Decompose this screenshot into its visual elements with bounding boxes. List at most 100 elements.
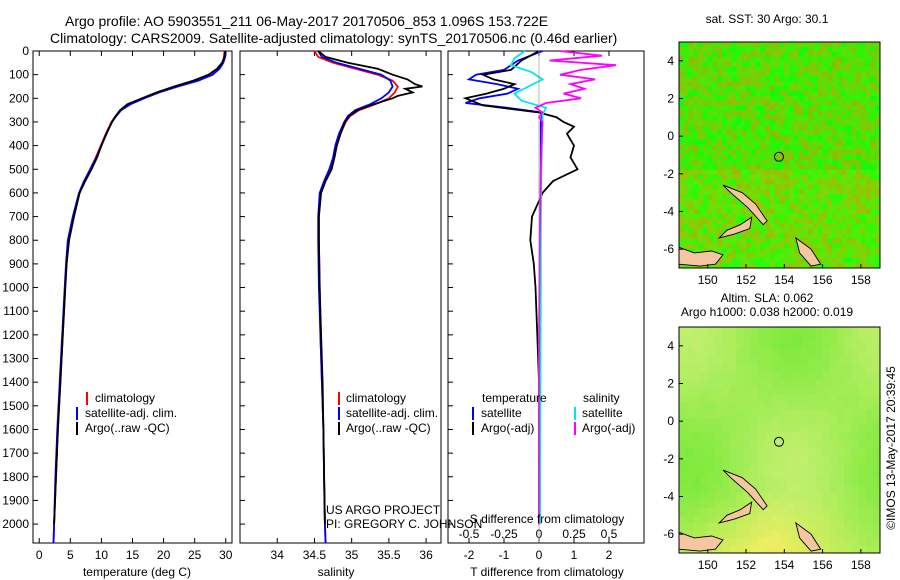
heatmap-cell (817, 258, 823, 264)
heatmap-cell (726, 199, 733, 205)
heatmap-cell (836, 61, 843, 67)
heatmap-cell (793, 46, 800, 53)
heatmap-cell (726, 51, 733, 58)
heatmap-cell (679, 334, 687, 343)
heatmap-cell (822, 140, 828, 146)
heatmap-cell (813, 145, 819, 151)
heatmap-cell (865, 233, 871, 239)
heatmap-cell (702, 135, 709, 141)
heatmap-cell (736, 51, 742, 58)
heatmap-cell (693, 515, 701, 524)
heatmap-cell (789, 130, 795, 136)
heatmap-cell (801, 417, 809, 426)
heatmap-cell (786, 440, 795, 448)
heatmap-cell (717, 263, 723, 269)
heatmap-cell (700, 357, 709, 366)
heatmap-cell (870, 91, 876, 97)
heatmap-cell (683, 233, 689, 239)
heatmap-cell (702, 159, 709, 166)
heatmap-cell (722, 334, 730, 343)
heatmap-cell (736, 349, 745, 358)
heatmap-cell (858, 492, 867, 501)
heatmap-cell (827, 213, 833, 220)
heatmap-cell (870, 169, 876, 176)
heatmap-cell (765, 485, 773, 494)
heatmap-cell (693, 233, 699, 239)
heatmap-cell (789, 199, 795, 205)
heatmap-cell (679, 135, 685, 141)
heatmap-cell (808, 402, 816, 411)
heatmap-cell (836, 155, 843, 161)
series-line-satellite-adj-clim (52, 50, 227, 544)
heatmap-cell (722, 537, 730, 546)
heatmap-cell (822, 204, 828, 210)
heatmap-cell (688, 76, 694, 82)
heatmap-cell (815, 507, 823, 516)
x-tick-label: 154 (774, 273, 794, 287)
heatmap-cell (872, 327, 881, 335)
heatmap-cell (836, 258, 843, 264)
heatmap-cell (757, 522, 766, 531)
heatmap-cell (707, 86, 713, 92)
heatmap-cell (746, 61, 752, 67)
heatmap-cell (870, 258, 876, 264)
heatmap-cell (784, 248, 790, 254)
heatmap-cell (765, 223, 771, 230)
heatmap-cell (765, 56, 771, 63)
heatmap-cell (741, 263, 747, 269)
x-tick-label-salinity: 0.25 (562, 527, 586, 541)
heatmap-cell (679, 164, 685, 171)
heatmap-cell (707, 42, 713, 48)
heatmap-cell (789, 100, 795, 107)
heatmap-cell (693, 189, 699, 195)
heatmap-cell (736, 209, 742, 215)
heatmap-cell (784, 115, 790, 122)
heatmap-cell (726, 100, 733, 107)
heatmap-cell (784, 42, 790, 48)
heatmap-cell (822, 145, 828, 151)
heatmap-cell (774, 238, 780, 244)
heatmap-cell (741, 150, 747, 156)
heatmap-cell (870, 155, 876, 161)
heatmap-cell (813, 135, 819, 141)
heatmap-cell (803, 223, 809, 230)
heatmap-cell (736, 115, 742, 122)
heatmap-cell (832, 56, 838, 63)
heatmap-cell (722, 42, 728, 48)
heatmap-cell (858, 515, 867, 524)
heatmap-cell (679, 46, 685, 53)
heatmap-cell (760, 66, 766, 72)
heatmap-cell (793, 169, 800, 176)
heatmap-cell (755, 51, 761, 58)
heatmap-cell (865, 189, 871, 195)
heatmap-cell (750, 349, 759, 358)
heatmap-cell (755, 159, 761, 166)
heatmap-cell (779, 159, 785, 166)
heatmap-cell (693, 105, 699, 112)
heatmap-cell (836, 507, 845, 516)
heatmap-cell (856, 218, 862, 225)
heatmap-cell (700, 417, 709, 426)
heatmap-cell (827, 125, 833, 131)
heatmap-cell (774, 204, 780, 210)
heatmap-cell (836, 100, 843, 107)
heatmap-cell (750, 447, 759, 456)
heatmap-cell (793, 455, 802, 463)
heatmap-cell (865, 145, 871, 151)
heatmap-cell (858, 447, 867, 456)
heatmap-cell (688, 46, 694, 53)
heatmap-cell (784, 110, 790, 117)
heatmap-cell (844, 470, 852, 479)
heatmap-cell (822, 432, 831, 441)
heatmap-cell (865, 522, 874, 531)
heatmap-cell (779, 228, 785, 235)
heatmap-cell (808, 199, 814, 205)
heatmap-cell (870, 115, 876, 122)
heatmap-cell (772, 470, 780, 479)
heatmap-cell (832, 145, 838, 151)
heatmap-cell (856, 61, 862, 67)
heatmap-cell (750, 515, 759, 524)
heatmap-cell (827, 120, 833, 126)
heatmap-cell (832, 258, 838, 264)
heatmap-cell (836, 455, 845, 463)
